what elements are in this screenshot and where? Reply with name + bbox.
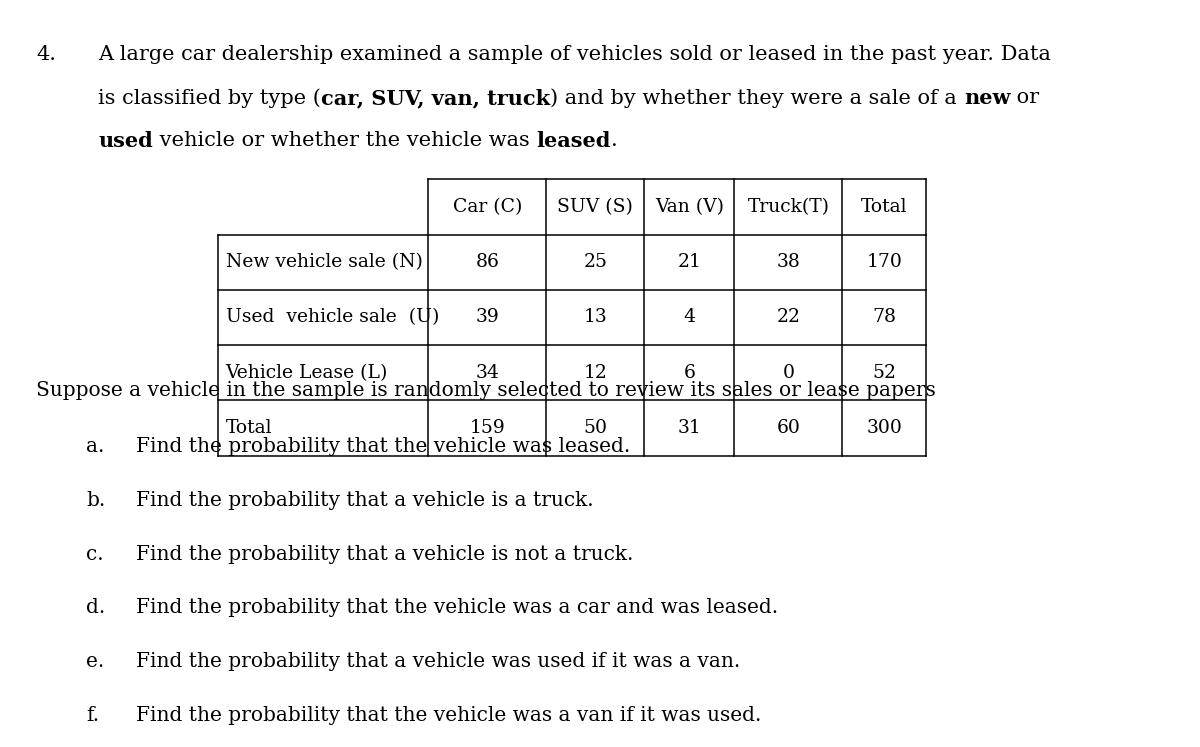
- Text: 170: 170: [866, 253, 902, 271]
- Text: vehicle or whether the vehicle was: vehicle or whether the vehicle was: [154, 131, 536, 150]
- Text: used: used: [98, 131, 154, 152]
- Text: car, SUV, van, truck: car, SUV, van, truck: [322, 88, 551, 108]
- Text: Van (V): Van (V): [655, 198, 724, 216]
- Text: A large car dealership examined a sample of vehicles sold or leased in the past : A large car dealership examined a sample…: [98, 45, 1051, 63]
- Text: New vehicle sale (N): New vehicle sale (N): [226, 253, 422, 271]
- Text: 21: 21: [678, 253, 701, 271]
- Text: Used  vehicle sale  (U): Used vehicle sale (U): [226, 309, 439, 326]
- Text: 50: 50: [583, 419, 607, 437]
- Text: 22: 22: [776, 309, 800, 326]
- Text: 39: 39: [475, 309, 499, 326]
- Text: is classified by type (: is classified by type (: [98, 88, 322, 108]
- Text: 6: 6: [684, 364, 695, 382]
- Text: or: or: [1010, 88, 1039, 107]
- Text: e.: e.: [86, 652, 104, 671]
- Text: 60: 60: [776, 419, 800, 437]
- Text: Find the probability that a vehicle was used if it was a van.: Find the probability that a vehicle was …: [136, 652, 740, 671]
- Text: 34: 34: [475, 364, 499, 382]
- Text: Suppose a vehicle in the sample is randomly selected to review its sales or leas: Suppose a vehicle in the sample is rando…: [36, 381, 936, 400]
- Text: 78: 78: [872, 309, 896, 326]
- Text: new: new: [964, 88, 1010, 108]
- Text: 12: 12: [583, 364, 607, 382]
- Text: a.: a.: [86, 437, 104, 456]
- Text: c.: c.: [86, 545, 104, 563]
- Text: Find the probability that the vehicle was leased.: Find the probability that the vehicle wa…: [136, 437, 630, 456]
- Text: 13: 13: [583, 309, 607, 326]
- Text: 159: 159: [469, 419, 505, 437]
- Text: 31: 31: [678, 419, 701, 437]
- Text: 38: 38: [776, 253, 800, 271]
- Text: Car (C): Car (C): [452, 198, 522, 216]
- Text: Truck(T): Truck(T): [748, 198, 829, 216]
- Text: 0: 0: [782, 364, 794, 382]
- Text: SUV (S): SUV (S): [557, 198, 634, 216]
- Text: 300: 300: [866, 419, 902, 437]
- Text: 86: 86: [475, 253, 499, 271]
- Text: Find the probability that the vehicle was a van if it was used.: Find the probability that the vehicle wa…: [136, 706, 761, 725]
- Text: 4.: 4.: [36, 45, 56, 63]
- Text: 25: 25: [583, 253, 607, 271]
- Text: .: .: [611, 131, 618, 150]
- Text: b.: b.: [86, 491, 106, 509]
- Text: Total: Total: [862, 198, 907, 216]
- Text: Find the probability that a vehicle is not a truck.: Find the probability that a vehicle is n…: [136, 545, 632, 563]
- Text: d.: d.: [86, 598, 106, 617]
- Text: f.: f.: [86, 706, 100, 725]
- Text: Total: Total: [226, 419, 272, 437]
- Text: Vehicle Lease (L): Vehicle Lease (L): [226, 364, 388, 382]
- Text: Find the probability that a vehicle is a truck.: Find the probability that a vehicle is a…: [136, 491, 593, 509]
- Text: 52: 52: [872, 364, 896, 382]
- Text: 4: 4: [683, 309, 695, 326]
- Text: leased: leased: [536, 131, 611, 152]
- Text: Find the probability that the vehicle was a car and was leased.: Find the probability that the vehicle wa…: [136, 598, 778, 617]
- Text: ) and by whether they were a sale of a: ) and by whether they were a sale of a: [551, 88, 964, 108]
